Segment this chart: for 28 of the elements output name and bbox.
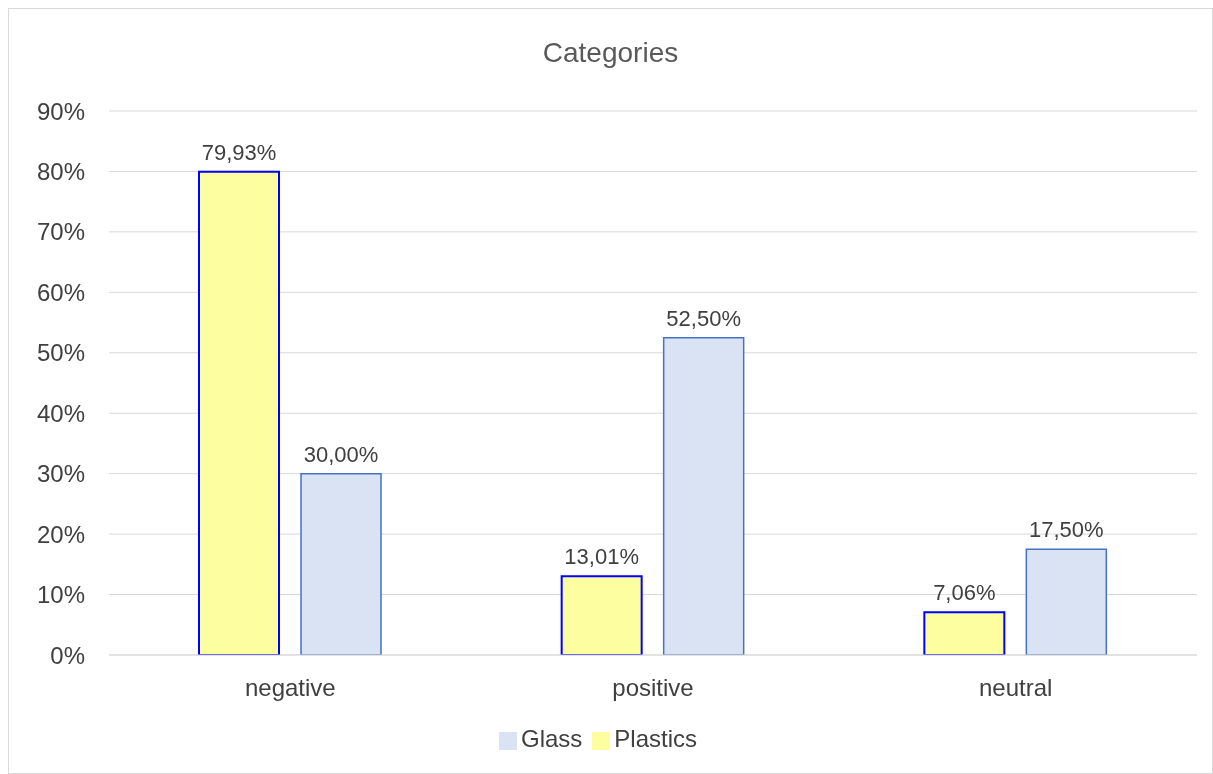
legend-label: Glass [520,725,583,752]
y-tick-label: 30% [36,460,85,488]
y-tick-label: 60% [36,278,85,306]
x-tick-label: neutral [978,674,1053,702]
y-tick-label: 20% [36,520,85,548]
y-tick-label: 90% [36,97,85,125]
y-tick-label: 40% [36,399,85,427]
bar [300,472,382,655]
x-tick-label: negative [244,674,336,702]
bar [662,336,745,655]
y-tick-label: 50% [36,339,85,367]
y-tick-label: 70% [36,218,85,246]
data-label: 30,00% [303,441,379,467]
y-tick-label: 0% [50,641,85,669]
data-label: 79,93% [201,139,277,165]
bar [198,170,280,655]
bar [1025,548,1108,655]
y-tick-label: 80% [36,157,85,185]
bar [560,575,643,655]
data-label: 7,06% [933,580,996,606]
data-label: 17,50% [1029,517,1104,543]
data-label: 13,01% [564,544,639,570]
data-label: 52,50% [666,305,741,331]
y-tick-label: 10% [36,581,85,609]
bar [923,611,1006,655]
legend-label: Plastics [614,725,698,752]
x-tick-label: positive [612,674,694,702]
chart-title: Categories [541,37,680,69]
